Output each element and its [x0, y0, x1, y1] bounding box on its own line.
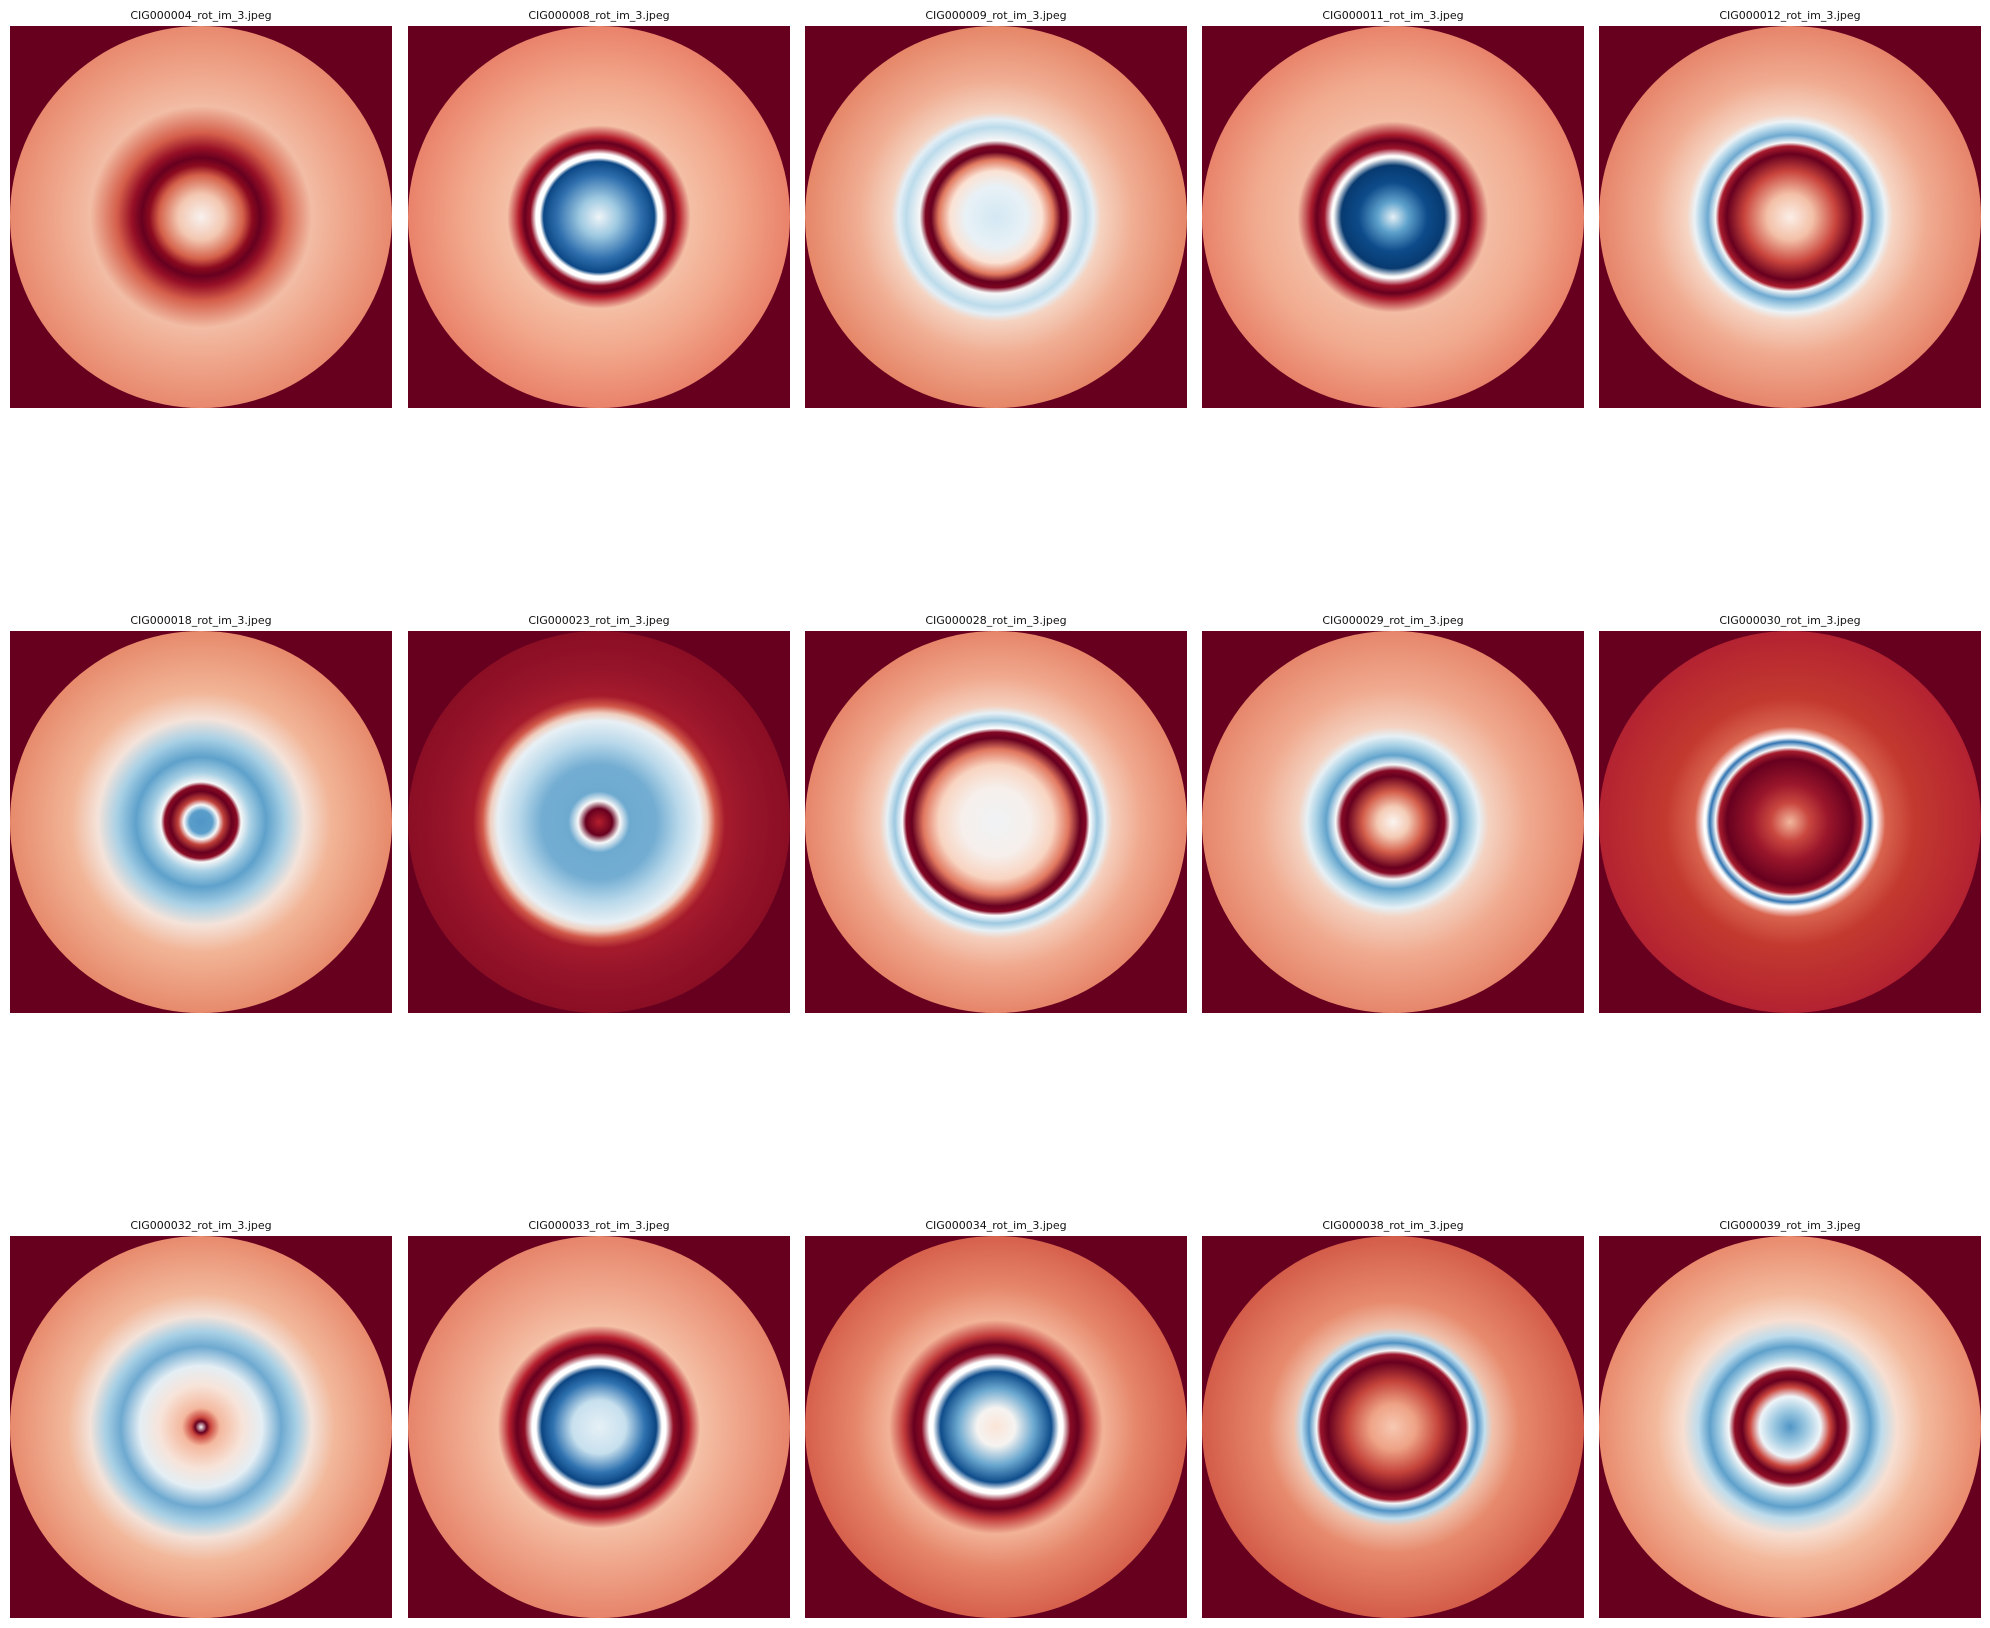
image-panel: CIG000004_rot_im_3.jpeg	[10, 7, 392, 408]
panel-title: CIG000039_rot_im_3.jpeg	[1719, 1219, 1861, 1232]
ring-pattern-disc	[1599, 26, 1981, 408]
image-panel: CIG000028_rot_im_3.jpeg	[805, 612, 1187, 1013]
image-panel: CIG000008_rot_im_3.jpeg	[408, 7, 790, 408]
image-panel: CIG000033_rot_im_3.jpeg	[408, 1217, 790, 1618]
ring-pattern-disc	[10, 26, 392, 408]
ring-pattern-image	[805, 1236, 1187, 1618]
ring-pattern-image	[408, 631, 790, 1013]
ring-pattern-image	[10, 1236, 392, 1618]
ring-pattern-image	[1599, 26, 1981, 408]
ring-pattern-image	[805, 26, 1187, 408]
ring-pattern-disc	[408, 631, 790, 1013]
ring-pattern-image	[1599, 1236, 1981, 1618]
ring-pattern-disc	[1599, 631, 1981, 1013]
image-panel: CIG000029_rot_im_3.jpeg	[1202, 612, 1584, 1013]
ring-pattern-disc	[1202, 631, 1584, 1013]
image-panel: CIG000039_rot_im_3.jpeg	[1599, 1217, 1981, 1618]
ring-pattern-disc	[408, 1236, 790, 1618]
ring-pattern-image	[10, 26, 392, 408]
ring-pattern-image	[1202, 26, 1584, 408]
ring-pattern-image	[1202, 631, 1584, 1013]
panel-title: CIG000033_rot_im_3.jpeg	[528, 1219, 670, 1232]
ring-pattern-image	[805, 631, 1187, 1013]
panel-title: CIG000028_rot_im_3.jpeg	[925, 614, 1067, 627]
panel-title: CIG000030_rot_im_3.jpeg	[1719, 614, 1861, 627]
image-panel: CIG000009_rot_im_3.jpeg	[805, 7, 1187, 408]
ring-pattern-image	[408, 1236, 790, 1618]
ring-pattern-image	[408, 26, 790, 408]
image-panel: CIG000018_rot_im_3.jpeg	[10, 612, 392, 1013]
image-panel: CIG000030_rot_im_3.jpeg	[1599, 612, 1981, 1013]
ring-pattern-disc	[1599, 1236, 1981, 1618]
panel-title: CIG000023_rot_im_3.jpeg	[528, 614, 670, 627]
panel-title: CIG000009_rot_im_3.jpeg	[925, 9, 1067, 22]
ring-pattern-disc	[805, 1236, 1187, 1618]
panel-title: CIG000038_rot_im_3.jpeg	[1322, 1219, 1464, 1232]
panel-title: CIG000004_rot_im_3.jpeg	[130, 9, 272, 22]
panel-title: CIG000018_rot_im_3.jpeg	[130, 614, 272, 627]
ring-pattern-image	[10, 631, 392, 1013]
ring-pattern-disc	[1202, 26, 1584, 408]
panel-title: CIG000034_rot_im_3.jpeg	[925, 1219, 1067, 1232]
image-panel: CIG000011_rot_im_3.jpeg	[1202, 7, 1584, 408]
image-panel: CIG000038_rot_im_3.jpeg	[1202, 1217, 1584, 1618]
ring-pattern-disc	[408, 26, 790, 408]
image-panel: CIG000032_rot_im_3.jpeg	[10, 1217, 392, 1618]
panel-title: CIG000011_rot_im_3.jpeg	[1322, 9, 1464, 22]
image-panel: CIG000012_rot_im_3.jpeg	[1599, 7, 1981, 408]
ring-pattern-disc	[805, 631, 1187, 1013]
panel-title: CIG000032_rot_im_3.jpeg	[130, 1219, 272, 1232]
panel-title: CIG000008_rot_im_3.jpeg	[528, 9, 670, 22]
panel-title: CIG000012_rot_im_3.jpeg	[1719, 9, 1861, 22]
image-panel: CIG000023_rot_im_3.jpeg	[408, 612, 790, 1013]
ring-pattern-disc	[10, 631, 392, 1013]
ring-pattern-disc	[1202, 1236, 1584, 1618]
ring-pattern-disc	[805, 26, 1187, 408]
panel-title: CIG000029_rot_im_3.jpeg	[1322, 614, 1464, 627]
ring-pattern-image	[1202, 1236, 1584, 1618]
ring-pattern-image	[1599, 631, 1981, 1013]
ring-pattern-disc	[10, 1236, 392, 1618]
image-panel: CIG000034_rot_im_3.jpeg	[805, 1217, 1187, 1618]
